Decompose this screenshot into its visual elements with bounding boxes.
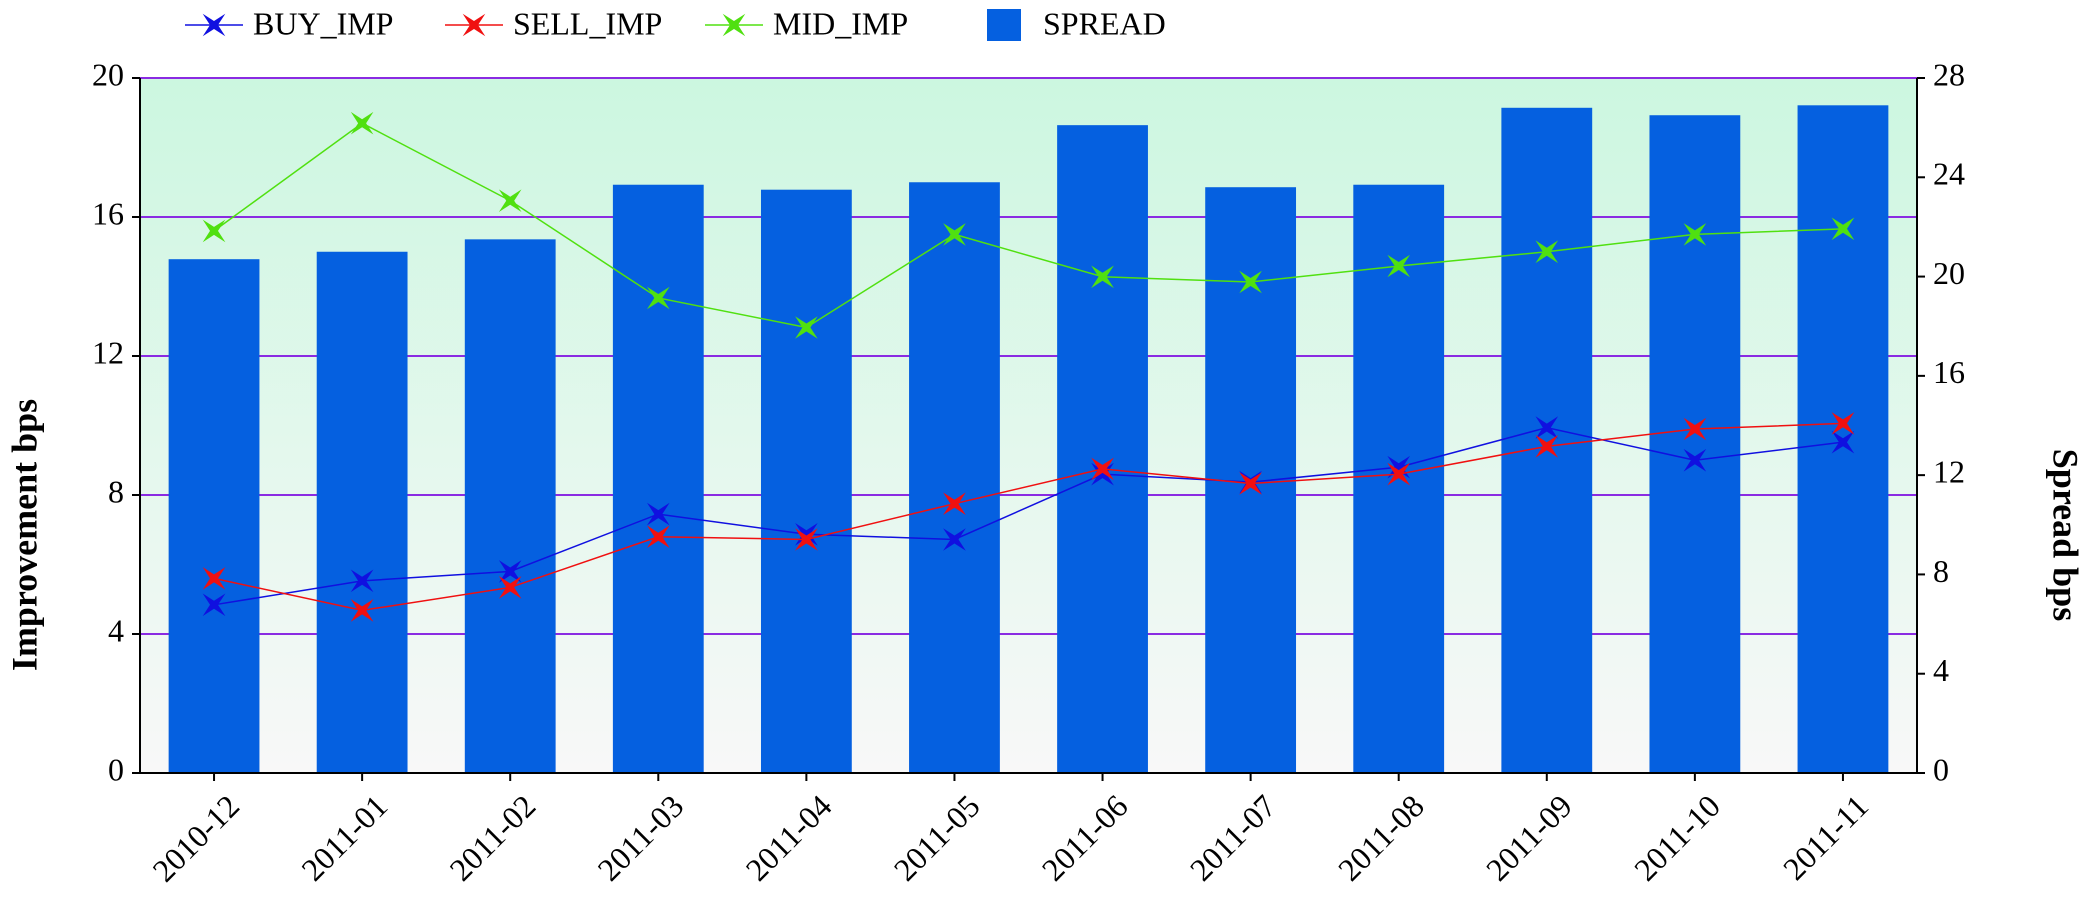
y-tick-label: 0 <box>108 751 124 787</box>
legend-marker <box>202 13 226 37</box>
y2-tick-label: 0 <box>1933 751 1949 787</box>
bar <box>909 182 1000 773</box>
bar <box>464 239 556 773</box>
line <box>213 122 1843 329</box>
legend-label: SELL_IMP <box>513 5 662 41</box>
line <box>213 426 1844 606</box>
x-tick-label: 2011-10 <box>1627 788 1727 888</box>
marker <box>647 525 670 548</box>
marker <box>943 223 966 246</box>
y-tick-label: 16 <box>92 195 124 231</box>
x-tick-label: 2010-12 <box>145 788 246 889</box>
x-tick-label: 2011-09 <box>1479 788 1579 888</box>
bar <box>316 251 408 773</box>
marker <box>795 528 818 551</box>
bar <box>1649 115 1741 774</box>
y2-tick-label: 28 <box>1933 56 1965 92</box>
legend-label: MID_IMP <box>773 5 908 41</box>
x-tick-label: 2011-04 <box>738 788 838 888</box>
bar <box>760 189 852 774</box>
marker <box>1091 265 1114 289</box>
marker <box>1683 417 1707 441</box>
bar <box>168 259 260 774</box>
marker <box>795 316 818 339</box>
legend-label: SPREAD <box>1043 5 1166 41</box>
marker <box>202 219 226 243</box>
x-tick-label: 2011-07 <box>1183 788 1283 888</box>
marker <box>1535 435 1559 458</box>
marker <box>1239 270 1262 294</box>
y2-axis-title: Spread bps <box>2046 449 2086 621</box>
y2-tick-label: 16 <box>1933 354 1965 390</box>
y2-tick-label: 20 <box>1933 255 1965 291</box>
marker <box>1387 462 1410 486</box>
bar <box>1501 107 1593 774</box>
marker <box>1091 457 1114 481</box>
y-tick-label: 20 <box>92 56 124 92</box>
legend-swatch <box>987 9 1021 41</box>
marker <box>1091 462 1114 486</box>
x-tick-label: 2011-03 <box>590 788 690 888</box>
x-tick-label: 2011-11 <box>1776 788 1875 887</box>
line <box>213 422 1843 612</box>
legend-label: BUY_IMP <box>253 5 393 41</box>
legend-marker <box>722 13 746 37</box>
marker <box>350 569 374 593</box>
bar <box>612 184 704 773</box>
marker <box>647 502 670 526</box>
marker <box>1535 240 1559 264</box>
y2-tick-label: 4 <box>1933 652 1949 688</box>
y2-tick-label: 24 <box>1933 156 1965 192</box>
marker <box>1683 223 1707 246</box>
y-tick-label: 12 <box>92 334 124 370</box>
x-tick-label: 2011-08 <box>1331 788 1431 888</box>
marker <box>498 576 522 599</box>
marker <box>202 593 226 617</box>
marker <box>498 189 522 212</box>
bar <box>1353 184 1445 773</box>
marker <box>202 567 226 590</box>
marker <box>498 560 522 583</box>
x-tick-label: 2011-01 <box>294 788 394 888</box>
marker <box>943 528 966 551</box>
y-tick-label: 8 <box>108 473 124 509</box>
y2-tick-label: 12 <box>1933 453 1965 489</box>
x-tick-label: 2011-05 <box>887 788 987 888</box>
marker <box>350 599 374 622</box>
marker <box>1535 416 1559 439</box>
marker <box>1831 430 1855 454</box>
legend-marker <box>462 13 486 37</box>
x-tick-label: 2011-06 <box>1035 788 1135 888</box>
marker <box>1683 448 1707 472</box>
marker <box>943 492 966 515</box>
y2-tick-label: 8 <box>1933 553 1949 589</box>
plot-area <box>140 78 1917 773</box>
marker <box>647 286 670 310</box>
bar <box>1057 125 1148 774</box>
marker <box>1387 254 1410 278</box>
marker <box>350 111 374 135</box>
x-tick-label: 2011-02 <box>442 788 542 888</box>
marker <box>1831 412 1855 435</box>
y-tick-label: 4 <box>108 612 124 648</box>
marker <box>1831 217 1855 241</box>
marker <box>1239 472 1262 495</box>
y-axis-title: Improvement bps <box>4 399 44 671</box>
